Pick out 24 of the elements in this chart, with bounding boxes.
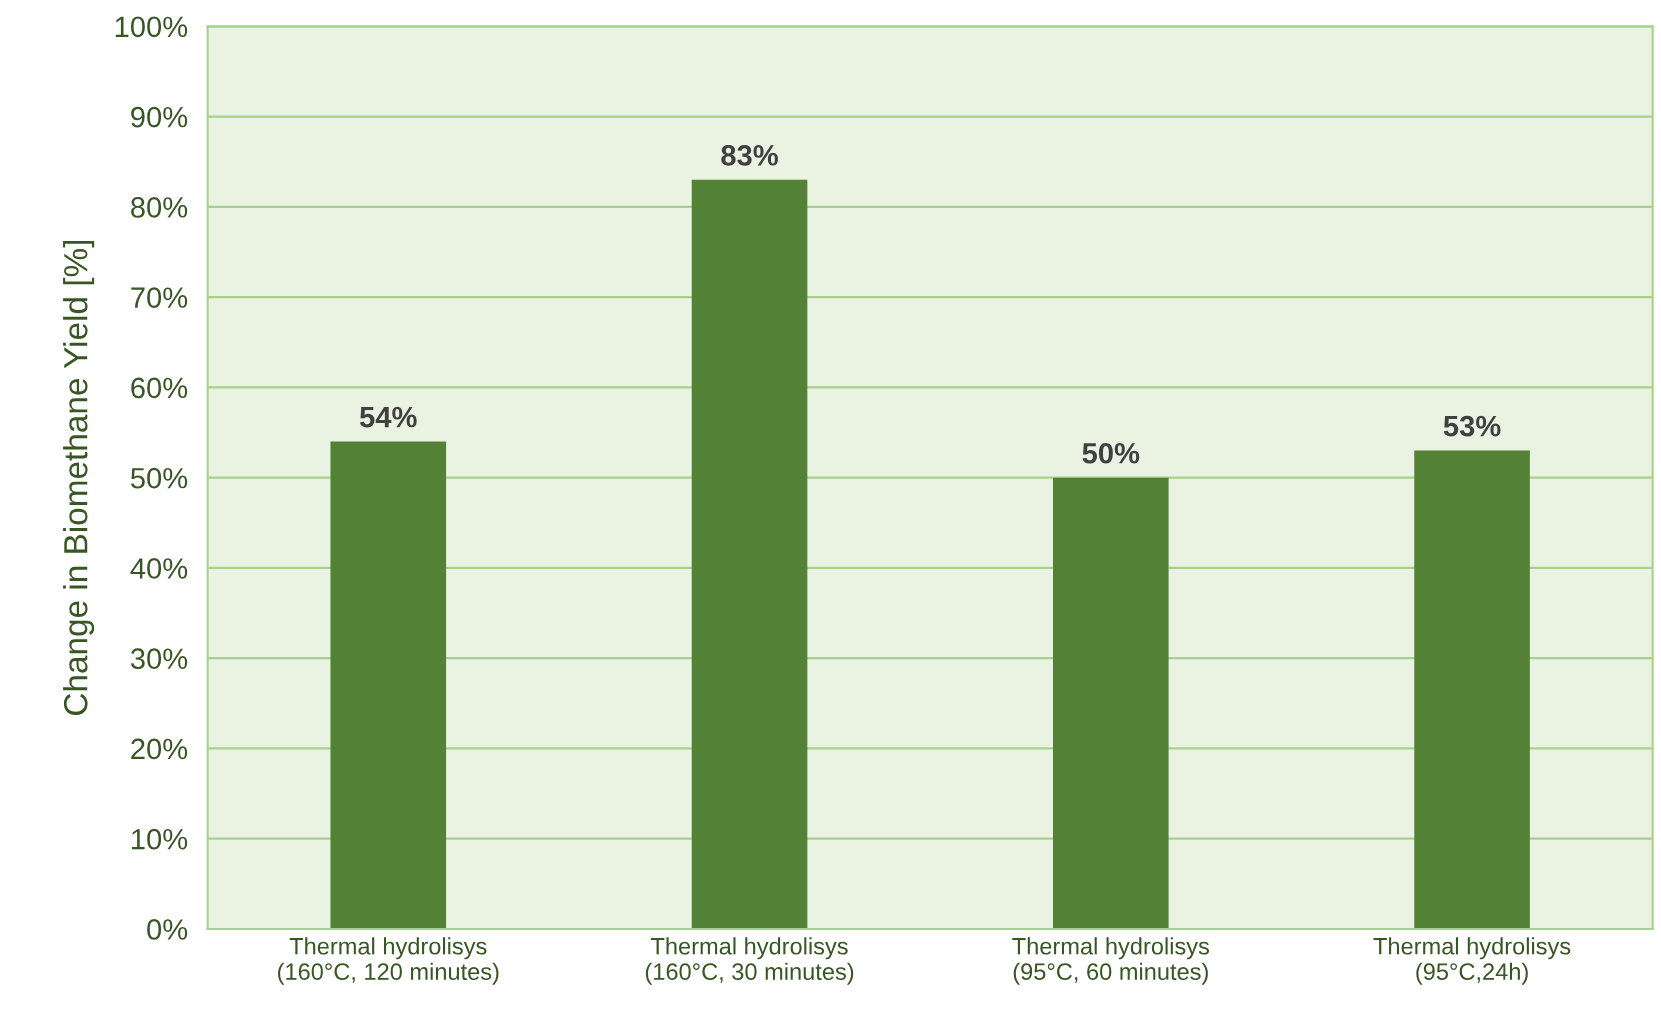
bar (330, 441, 447, 929)
y-tick-label: 70% (131, 287, 188, 308)
data-label: 83% (721, 145, 778, 166)
y-tick-label: 40% (130, 558, 188, 579)
data-label: 53% (1443, 415, 1501, 437)
data-label: 50% (1082, 442, 1140, 464)
data-label: 54% (359, 406, 417, 428)
x-tick-label: Thermal hydrolisys (95°C,24h) (1373, 937, 1571, 985)
bar (1052, 477, 1169, 929)
y-tick-label: 10% (132, 828, 188, 850)
bar (1414, 450, 1530, 929)
y-tick-label: 60% (131, 377, 188, 399)
y-tick-label: 0% (147, 919, 188, 940)
x-tick-label: Thermal hydrolisys (160°C, 30 minutes) (645, 937, 854, 985)
y-tick-label: 30% (130, 648, 188, 669)
x-tick-label: Thermal hydrolisys (160°C, 120 minutes) (278, 937, 499, 985)
x-tick-label: Thermal hydrolisys (95°C, 60 minutes) (1012, 937, 1210, 985)
y-tick-label: 100% (115, 16, 188, 38)
y-tick-label: 90% (131, 106, 188, 128)
bar (691, 179, 808, 929)
y-tick-label: 20% (131, 738, 188, 760)
y-tick-label: 80% (131, 197, 188, 218)
y-tick-label: 50% (130, 467, 188, 489)
y-axis-title: Change in Biomethane Yield [%] (63, 240, 95, 715)
